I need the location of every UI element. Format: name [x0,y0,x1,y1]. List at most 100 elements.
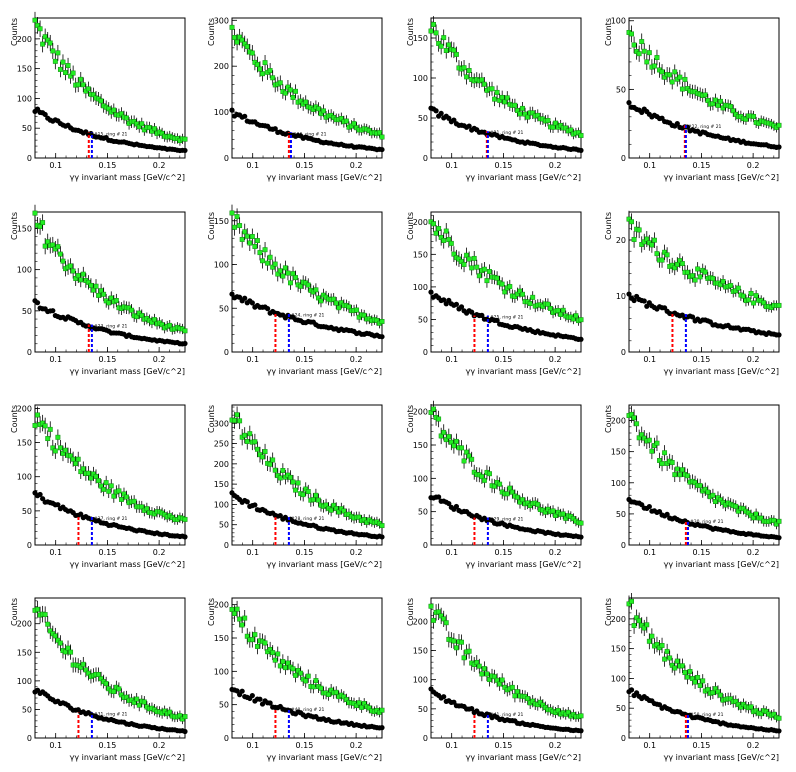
panel-annotation: #30, ring # 21 [690,519,724,525]
green-point [550,124,556,130]
panel-4: 0 50 100 0.1 0.15 0.2 γγ invariant mass [GeV/c… [604,17,782,182]
green-point [776,122,782,128]
black-point [451,117,457,123]
green-point [152,126,157,132]
y-tick-label: 100 [214,108,229,117]
y-axis-title: Counts [10,405,19,433]
green-point [451,443,457,449]
green-point [313,678,319,684]
green-point [124,115,129,121]
y-tick-label: 100 [214,667,229,676]
green-point [710,275,716,281]
green-point [343,118,349,124]
green-point [254,238,260,244]
green-point [484,671,490,677]
black-point [433,108,439,114]
y-axis-title: Counts [406,405,415,433]
green-point [512,102,518,108]
green-point [93,473,99,479]
black-point [479,312,485,318]
green-point [88,475,94,481]
green-point [459,445,464,451]
green-point [267,461,273,467]
green-point [285,270,291,276]
green-point [232,611,237,616]
x-tick-label: 0.15 [296,161,314,170]
y-tick-label: 0 [224,541,229,550]
green-point [282,665,288,671]
y-tick-label: 100 [413,676,428,685]
green-point [55,244,61,250]
green-point [85,470,91,476]
x-tick-label: 0.15 [296,741,314,750]
green-point [60,258,66,264]
green-point [487,471,492,477]
green-point [285,660,291,666]
green-point [260,454,265,460]
green-point [667,655,673,661]
x-tick-label: 0.1 [49,741,62,750]
panel-6: 0 50 100 150 0.1 0.15 0.2 γγ invariant mass [Ge… [207,204,385,376]
x-axis-title: γγ invariant mass [GeV/c^2] [267,367,382,376]
green-point [262,247,268,253]
green-point [249,50,255,56]
green-point [507,284,513,289]
green-point [40,220,46,226]
black-point [641,298,647,304]
green-point [443,620,449,626]
plot-frame [34,404,186,546]
green-point [479,77,485,83]
x-tick-label: 0.15 [693,355,711,364]
plot-frame [430,211,582,353]
green-point [692,679,698,685]
y-axis-title: Counts [207,598,216,626]
green-point [697,683,703,688]
y-tick-label: 0 [27,734,32,743]
plot-frame [231,17,383,159]
green-point [428,28,434,34]
y-axis-title: Counts [406,598,415,626]
green-series [32,406,188,525]
green-point [497,481,503,487]
black-point [379,334,385,340]
black-point [244,499,250,505]
black-point [646,503,652,510]
green-point [65,63,71,68]
black-series [428,494,584,540]
green-point [32,17,38,23]
green-point [270,457,276,463]
black-point [689,314,696,320]
y-tick-label: 250 [214,440,229,449]
green-point [433,30,439,36]
y-tick-label: 100 [214,261,229,270]
green-point [499,677,505,683]
x-axis-title: γγ invariant mass [GeV/c^2] [664,753,779,762]
black-point [453,503,460,510]
panel-12: 0 50 100 150 200 0.1 0.15 0.2 γγ invariant mass … [604,404,782,569]
green-point [293,672,299,678]
black-point [267,700,273,706]
panel-annotation: #50, ring # 21 [690,712,724,718]
green-point [453,51,459,57]
green-point [78,76,84,82]
black-series [32,490,188,540]
green-point [492,96,498,102]
green-point [662,450,668,456]
green-point [277,80,283,86]
green-point [685,473,690,479]
green-point [252,244,258,249]
green-point [631,415,637,421]
green-point [47,40,53,46]
y-tick-label: 0 [224,348,229,357]
green-point [282,265,288,271]
panel-annotation: #24, ring # 21 [291,313,325,319]
green-point [679,261,685,267]
green-point [42,243,48,249]
black-point [446,500,452,507]
green-point [318,298,324,304]
green-point [512,693,518,699]
green-point [237,223,243,229]
green-point [685,674,690,680]
y-axis-title: Counts [604,18,613,46]
